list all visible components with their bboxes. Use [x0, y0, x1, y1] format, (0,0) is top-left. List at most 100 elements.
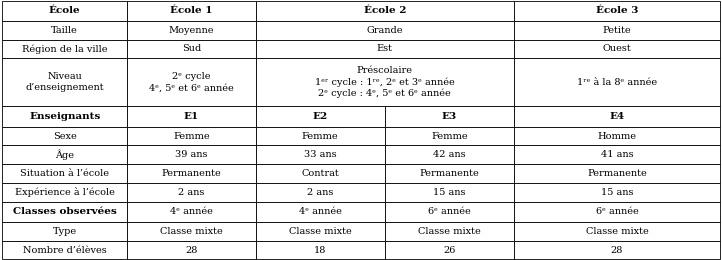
Bar — [2, 202, 127, 222]
Bar — [514, 183, 720, 202]
Text: E1: E1 — [183, 112, 199, 121]
Bar — [127, 164, 256, 183]
Bar — [256, 106, 385, 127]
Text: 2ᵉ cycle
4ᵉ, 5ᵉ et 6ᵉ année: 2ᵉ cycle 4ᵉ, 5ᵉ et 6ᵉ année — [149, 73, 234, 92]
Bar — [385, 106, 514, 127]
Bar — [127, 40, 256, 58]
Text: Femme: Femme — [173, 132, 209, 141]
Text: 26: 26 — [443, 246, 456, 255]
Bar — [2, 183, 127, 202]
Bar — [514, 164, 720, 183]
Bar — [514, 106, 720, 127]
Bar — [127, 21, 256, 40]
Text: 39 ans: 39 ans — [175, 150, 208, 159]
Bar — [514, 145, 720, 164]
Bar — [514, 40, 720, 58]
Text: Homme: Homme — [597, 132, 637, 141]
Bar — [2, 58, 127, 106]
Bar — [127, 127, 256, 145]
Bar — [256, 1, 514, 21]
Bar — [127, 1, 256, 21]
Text: 28: 28 — [611, 246, 623, 255]
Text: Permanente: Permanente — [162, 169, 221, 178]
Bar — [127, 222, 256, 241]
Bar — [2, 222, 127, 241]
Text: Classe mixte: Classe mixte — [160, 227, 222, 236]
Bar — [514, 222, 720, 241]
Text: Permanente: Permanente — [587, 169, 647, 178]
Bar — [2, 241, 127, 259]
Text: E3: E3 — [442, 112, 457, 121]
Bar — [2, 164, 127, 183]
Text: Niveau
d’enseignement: Niveau d’enseignement — [25, 73, 104, 92]
Bar — [256, 164, 385, 183]
Text: E4: E4 — [609, 112, 625, 121]
Text: École 2: École 2 — [364, 6, 406, 15]
Text: Petite: Petite — [603, 26, 631, 35]
Bar — [127, 202, 256, 222]
Text: Nombre d’élèves: Nombre d’élèves — [23, 246, 106, 255]
Text: 2 ans: 2 ans — [178, 188, 204, 197]
Bar — [514, 21, 720, 40]
Bar — [514, 202, 720, 222]
Text: Femme: Femme — [431, 132, 468, 141]
Bar — [514, 127, 720, 145]
Text: Contrat: Contrat — [301, 169, 339, 178]
Text: 6ᵉ année: 6ᵉ année — [596, 207, 638, 216]
Text: Situation à l’école: Situation à l’école — [20, 169, 109, 178]
Text: Est: Est — [377, 44, 393, 53]
Text: Type: Type — [53, 227, 77, 236]
Bar — [385, 222, 514, 241]
Bar — [2, 127, 127, 145]
Text: Sexe: Sexe — [53, 132, 77, 141]
Bar — [514, 58, 720, 106]
Text: 33 ans: 33 ans — [304, 150, 336, 159]
Text: École: École — [49, 6, 80, 15]
Bar — [385, 183, 514, 202]
Text: Préscolaire
1ᵉʳ cycle : 1ʳᵉ, 2ᵉ et 3ᵉ année
2ᵉ cycle : 4ᵉ, 5ᵉ et 6ᵉ année: Préscolaire 1ᵉʳ cycle : 1ʳᵉ, 2ᵉ et 3ᵉ an… — [315, 67, 455, 98]
Bar — [256, 241, 385, 259]
Text: Moyenne: Moyenne — [168, 26, 214, 35]
Bar — [256, 127, 385, 145]
Bar — [514, 1, 720, 21]
Text: 15 ans: 15 ans — [433, 188, 466, 197]
Text: Région de la ville: Région de la ville — [22, 44, 108, 54]
Bar — [385, 241, 514, 259]
Text: 4ᵉ année: 4ᵉ année — [170, 207, 213, 216]
Text: Taille: Taille — [51, 26, 78, 35]
Bar — [256, 58, 514, 106]
Text: Expérience à l’école: Expérience à l’école — [14, 187, 115, 197]
Text: 28: 28 — [185, 246, 198, 255]
Text: École 3: École 3 — [596, 6, 638, 15]
Bar — [127, 106, 256, 127]
Text: 2 ans: 2 ans — [307, 188, 334, 197]
Bar — [127, 58, 256, 106]
Bar — [256, 202, 385, 222]
Text: 18: 18 — [314, 246, 326, 255]
Text: 4ᵉ année: 4ᵉ année — [299, 207, 342, 216]
Text: Grande: Grande — [367, 26, 403, 35]
Text: Classe mixte: Classe mixte — [418, 227, 481, 236]
Bar — [256, 40, 514, 58]
Bar — [2, 21, 127, 40]
Bar — [256, 183, 385, 202]
Bar — [385, 164, 514, 183]
Text: Enseignants: Enseignants — [29, 112, 100, 121]
Text: E2: E2 — [313, 112, 328, 121]
Text: 15 ans: 15 ans — [601, 188, 633, 197]
Text: 1ʳᵉ à la 8ᵉ année: 1ʳᵉ à la 8ᵉ année — [577, 78, 657, 87]
Text: Âge: Âge — [55, 150, 74, 160]
Text: Classes observées: Classes observées — [13, 207, 116, 216]
Text: Classe mixte: Classe mixte — [289, 227, 352, 236]
Text: Sud: Sud — [182, 44, 201, 53]
Bar — [127, 241, 256, 259]
Bar — [385, 127, 514, 145]
Bar — [2, 106, 127, 127]
Bar — [127, 145, 256, 164]
Text: Classe mixte: Classe mixte — [586, 227, 648, 236]
Bar — [256, 145, 385, 164]
Bar — [256, 222, 385, 241]
Bar — [256, 21, 514, 40]
Bar — [2, 40, 127, 58]
Bar — [2, 1, 127, 21]
